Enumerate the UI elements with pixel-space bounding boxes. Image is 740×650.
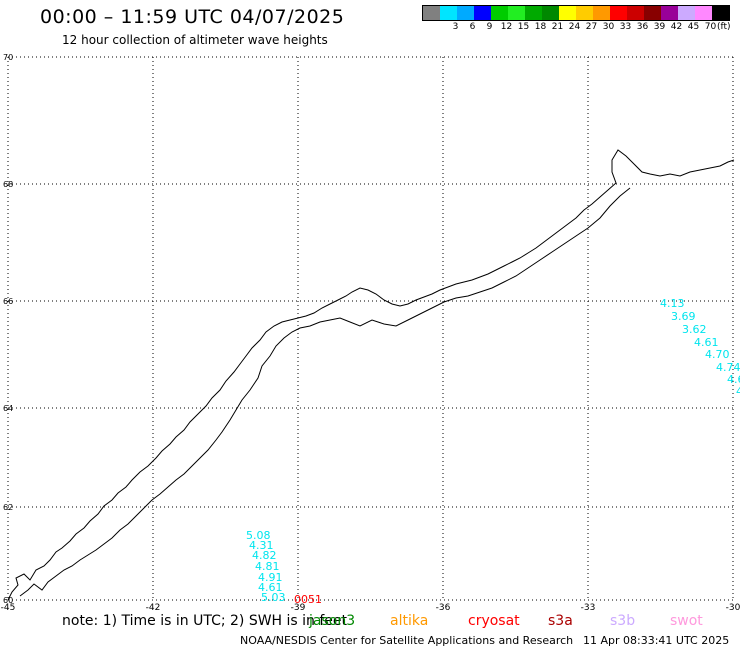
satellite-label: jason3 <box>309 613 356 629</box>
legend-swatch <box>423 6 440 20</box>
swh-value: 4 <box>736 385 740 398</box>
legend-swatch <box>474 6 491 20</box>
longitude-label: -45 <box>1 603 16 613</box>
satellite-label: altika <box>390 613 429 629</box>
legend-swatch <box>576 6 593 20</box>
legend-label: 15 <box>517 22 530 32</box>
legend-swatch <box>525 6 542 20</box>
legend-label: 36 <box>636 22 649 32</box>
greenland-coastline-inner <box>19 187 631 597</box>
swh-value: 5.08 <box>246 529 271 542</box>
greenland-coastline <box>7 149 735 601</box>
satellite-label: swot <box>670 613 703 629</box>
legend-label: 18 <box>534 22 547 32</box>
legend-label: 33 <box>619 22 632 32</box>
legend-swatch <box>610 6 627 20</box>
legend-swatch <box>644 6 661 20</box>
swh-value: 4.13 <box>660 297 685 310</box>
legend-swatch <box>627 6 644 20</box>
latitude-label: 66 <box>3 297 13 306</box>
map-title: 00:00 – 11:59 UTC 04/07/2025 <box>40 6 345 28</box>
legend-swatch <box>491 6 508 20</box>
swh-value: 4.74 <box>716 361 740 374</box>
swh-value: 4.70 <box>705 348 730 361</box>
legend-swatch <box>542 6 559 20</box>
latitude-label: 68 <box>3 180 13 189</box>
legend-label: 6 <box>469 22 476 32</box>
legend-swatch <box>440 6 457 20</box>
map-grid: -45 -42 -39 -36 -33 -30 70 68 66 64 62 60 <box>1 53 740 613</box>
satellite-label: s3b <box>610 613 636 629</box>
legend-label: 30 <box>602 22 615 32</box>
legend-swatch <box>678 6 695 20</box>
legend-label: 70 <box>704 22 717 32</box>
swh-value: 3.69 <box>671 310 696 323</box>
legend-swatch <box>457 6 474 20</box>
note-text: note: 1) Time is in UTC; 2) SWH is in fe… <box>62 613 348 629</box>
legend-label: 27 <box>585 22 598 32</box>
longitude-label: -36 <box>436 603 451 613</box>
legend-label: 24 <box>568 22 581 32</box>
legend-unit: (ft) <box>717 22 731 32</box>
wave-height-legend: (ft) 3 6 9 12 15 18 21 24 27 30 33 36 39 42 45 70 <box>422 5 731 35</box>
legend-label: 42 <box>670 22 683 32</box>
satellite-label: s3a <box>548 613 573 629</box>
swh-value: 4.6 <box>727 373 740 386</box>
legend-label: 12 <box>500 22 513 32</box>
swh-value: 4.82 <box>252 549 277 562</box>
legend-label: 45 <box>687 22 700 32</box>
legend-label: 21 <box>551 22 564 32</box>
legend-label: 39 <box>653 22 666 32</box>
swh-value: 4.31 <box>249 539 274 552</box>
swh-value: 3.62 <box>682 323 707 336</box>
longitude-label: -33 <box>581 603 596 613</box>
longitude-label: -42 <box>146 603 161 613</box>
legend-swatch <box>712 6 729 20</box>
swh-value: 4.61 <box>694 336 719 349</box>
swh-value: 4.61 <box>258 581 283 594</box>
latitude-label: 70 <box>3 53 13 62</box>
swh-value: 4.81 <box>255 560 280 573</box>
latitude-label: 60 <box>3 596 13 605</box>
swh-value: 5.03 <box>261 591 286 604</box>
legend-swatch <box>559 6 576 20</box>
legend-color-bar <box>422 5 730 21</box>
track-time-marker: 0051 <box>294 593 322 606</box>
legend-labels: (ft) 3 6 9 12 15 18 21 24 27 30 33 36 39 42 45 70 <box>422 21 731 35</box>
legend-swatch <box>661 6 678 20</box>
footer-timestamp: 11 Apr 08:33:41 UTC 2025 <box>583 634 730 647</box>
swh-value: 4.91 <box>258 571 283 584</box>
legend-swatch <box>508 6 525 20</box>
latitude-label: 62 <box>3 503 13 512</box>
swh-track-east: 4.133.693.624.614.704.744.64 <box>660 297 740 398</box>
legend-label: 9 <box>486 22 493 32</box>
map-subtitle: 12 hour collection of altimeter wave hei… <box>62 33 328 47</box>
legend-label: 3 <box>452 22 459 32</box>
latitude-label: 64 <box>3 404 13 413</box>
footer-credit: NOAA/NESDIS Center for Satellite Applica… <box>240 634 574 647</box>
satellite-label: cryosat <box>468 613 520 629</box>
longitude-label: -30 <box>726 603 740 613</box>
legend-swatch <box>593 6 610 20</box>
legend-swatch <box>695 6 712 20</box>
longitude-label: -39 <box>291 603 306 613</box>
swh-track-south: 5.084.314.824.814.914.615.03 <box>246 529 286 604</box>
